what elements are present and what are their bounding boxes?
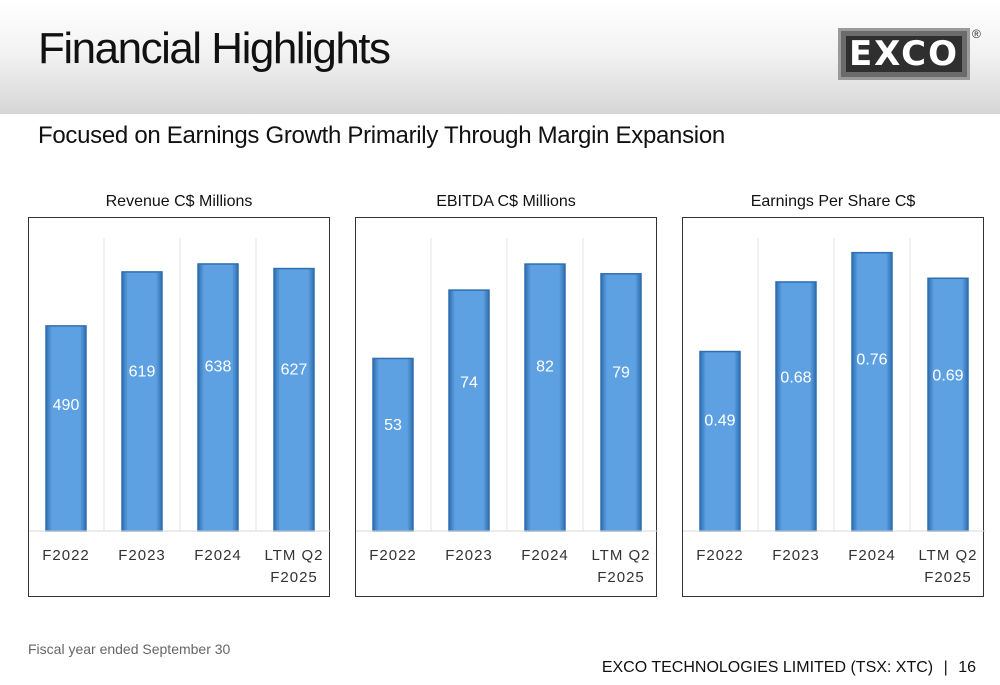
category-label: LTM Q2	[591, 547, 650, 564]
bar-f2024	[197, 263, 239, 532]
bar-f2024	[524, 263, 566, 532]
category-label: LTM Q2	[918, 547, 977, 564]
bar-f2023	[448, 289, 490, 532]
bar-ltm-q2-f2025	[927, 277, 969, 532]
category-label: F2023	[772, 547, 820, 564]
data-label: 74	[460, 375, 478, 392]
data-label: 627	[281, 361, 308, 378]
bar-ltm-q2-f2025	[273, 267, 315, 532]
bar-f2023	[121, 271, 163, 532]
data-label: 619	[129, 363, 156, 380]
exco-logo-plate: EXCO	[846, 36, 962, 72]
data-label: 0.49	[704, 413, 735, 430]
eps-chart-svg: 0.49 F2022 0.68 F2023 0.76 F2024 0.69 LTM Q2 F20…	[683, 238, 985, 586]
category-label: LTM Q2	[264, 547, 323, 564]
category-label: F2022	[369, 547, 417, 564]
category-label: F2023	[118, 547, 166, 564]
header-band: Financial Highlights EXCO ®	[0, 0, 1000, 114]
bar-f2022	[45, 325, 87, 532]
exco-logo: EXCO	[838, 28, 970, 80]
ebitda-chart-title: EBITDA C$ Millions	[436, 193, 576, 210]
data-label: 82	[536, 358, 554, 375]
footer: EXCO TECHNOLOGIES LIMITED (TSX: XTC) | 1…	[602, 659, 976, 677]
revenue-chart-title: Revenue C$ Millions	[105, 193, 253, 210]
revenue-chart-svg: 490 F2022 619 F2023 638 F2024 627 LTM Q2 F2025	[29, 238, 331, 586]
bar-f2022	[699, 350, 741, 532]
registered-mark: ®	[972, 27, 981, 41]
category-label: F2024	[521, 547, 569, 564]
data-label: 0.76	[856, 351, 887, 368]
bar-f2023	[775, 281, 817, 532]
revenue-chart: 490 F2022 619 F2023 638 F2024 627 LTM Q2 F2025	[28, 217, 331, 597]
category-label: F2022	[696, 547, 744, 564]
data-label: 53	[384, 417, 402, 434]
category-label: F2024	[194, 547, 242, 564]
category-label: F2024	[848, 547, 896, 564]
eps-chart: 0.49 F2022 0.68 F2023 0.76 F2024 0.69 LTM Q2 F20…	[682, 217, 985, 597]
data-label: 0.68	[780, 370, 811, 387]
bar-f2024	[851, 251, 893, 532]
data-label: 638	[205, 358, 232, 375]
eps-chart-title: Earnings Per Share C$	[750, 193, 916, 210]
data-label: 0.69	[932, 367, 963, 384]
bar-ltm-q2-f2025	[600, 273, 642, 532]
data-label: 79	[612, 365, 630, 382]
category-label: F2022	[42, 547, 90, 564]
bar-f2022	[372, 357, 414, 532]
page-title: Financial Highlights	[38, 24, 391, 73]
category-label: F2025	[270, 569, 318, 586]
slide-subtitle: Focused on Earnings Growth Primarily Thr…	[38, 122, 725, 149]
footer-company: EXCO TECHNOLOGIES LIMITED (TSX: XTC)	[601, 659, 934, 676]
category-label: F2025	[924, 569, 972, 586]
ebitda-chart: 53 F2022 74 F2023 82 F2024 79 LTM Q2 F2025	[355, 217, 658, 597]
page-number: 16	[958, 659, 976, 676]
footer-separator: |	[943, 659, 948, 676]
category-label: F2023	[445, 547, 493, 564]
category-label: F2025	[597, 569, 645, 586]
exco-logo-text: EXCO	[848, 34, 960, 74]
data-label: 490	[53, 397, 80, 414]
ebitda-chart-svg: 53 F2022 74 F2023 82 F2024 79 LTM Q2 F2025	[356, 238, 658, 586]
footnote: Fiscal year ended September 30	[28, 641, 231, 657]
